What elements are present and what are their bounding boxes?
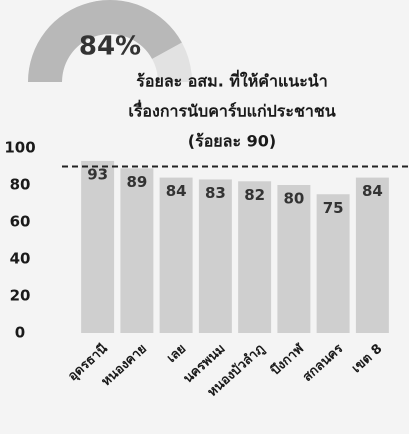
value-label: 83: [205, 184, 226, 202]
y-tick-label: 40: [10, 250, 31, 268]
x-tick-label: เลย: [164, 341, 189, 366]
gauge-label: 84%: [79, 32, 141, 62]
y-tick-label: 80: [10, 176, 31, 194]
value-label: 84: [166, 182, 187, 200]
bar: [159, 177, 193, 333]
bar: [355, 177, 389, 333]
value-label: 82: [244, 186, 265, 204]
value-label: 80: [283, 190, 304, 208]
y-tick-label: 20: [10, 287, 31, 305]
bar: [316, 194, 350, 333]
chart-title: ร้อยละ อสม. ที่ให้คำแนะนำ: [136, 70, 327, 91]
chart-title: เรื่องการนับคาร์บแก่ประชาชน: [128, 100, 335, 121]
chart-title: (ร้อยละ 90): [188, 132, 276, 151]
y-tick-label: 0: [15, 324, 25, 342]
value-label: 84: [362, 182, 383, 200]
x-tick-label: เขต 8: [349, 341, 385, 376]
gauge-value: [28, 0, 182, 83]
bar: [238, 181, 272, 333]
bar: [120, 168, 154, 333]
value-label: 75: [323, 199, 344, 217]
x-tick-label: สกลนคร: [300, 341, 346, 385]
y-tick-label: 60: [10, 213, 31, 231]
value-label: 89: [126, 173, 147, 191]
bar: [81, 160, 115, 333]
bar: [277, 185, 311, 333]
y-tick-label: 100: [4, 139, 35, 157]
bar: [198, 179, 232, 333]
value-label: 93: [87, 165, 108, 183]
